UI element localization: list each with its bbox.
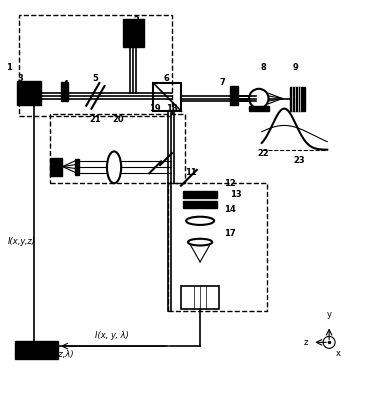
Text: 11: 11 [185,168,197,177]
Text: 21: 21 [89,115,101,124]
Bar [50,114,185,184]
Text: y: y [327,310,332,319]
Text: 1: 1 [6,63,12,72]
Bar [183,191,217,198]
Text: 22: 22 [258,149,270,158]
Bar [61,83,68,101]
Bar [183,201,217,208]
Bar [19,15,172,116]
Bar [168,184,267,310]
Text: 5: 5 [92,74,98,83]
Bar [123,19,144,47]
Text: 18: 18 [166,104,178,113]
Text: I(x, y, λ): I(x, y, λ) [95,331,129,340]
Text: 19: 19 [149,104,161,113]
Text: 7: 7 [220,78,226,87]
Text: 23: 23 [293,156,305,165]
Bar [17,81,41,105]
Text: 14: 14 [224,205,236,214]
Text: I(x,y,z): I(x,y,z) [7,237,36,246]
Bar [290,87,305,111]
Text: 20: 20 [112,115,124,124]
Bar [153,83,181,111]
Bar [15,341,58,359]
Bar [230,86,238,105]
Text: 9: 9 [292,63,298,72]
Bar [249,106,269,111]
Text: I(x,y,z,λ): I(x,y,z,λ) [39,350,75,359]
Text: 13: 13 [230,190,242,199]
Text: 12: 12 [224,179,236,188]
Text: 8: 8 [261,63,267,72]
Text: 2: 2 [134,16,140,25]
Text: 3: 3 [18,74,24,83]
Text: z: z [303,338,308,347]
Bar [50,158,62,176]
Text: 6: 6 [163,74,169,83]
Text: x: x [336,349,341,358]
Text: 4: 4 [62,80,68,89]
Bar [181,285,219,309]
Text: 17: 17 [224,230,236,239]
Bar [75,159,79,175]
